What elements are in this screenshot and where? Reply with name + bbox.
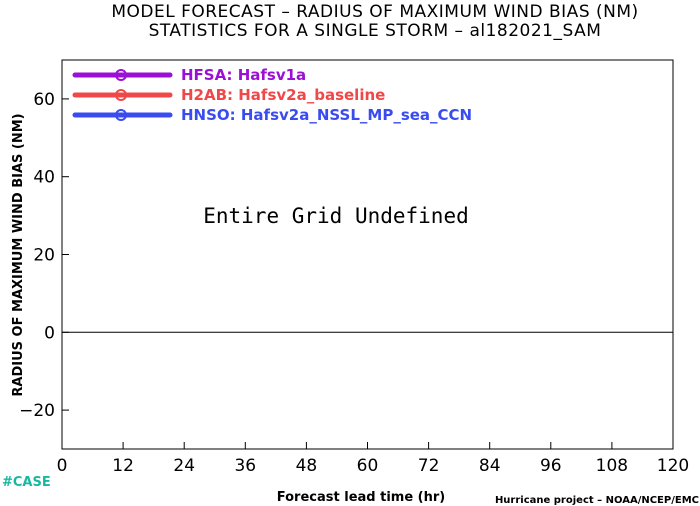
x-tick-label: 60 [357,456,379,476]
y-axis: −20 0 20 40 60 [19,90,69,421]
legend-marker-circle [115,109,127,121]
y-tick-label: 20 [33,246,55,266]
y-tick-label: 60 [33,90,55,110]
legend-label: HFSA: Hafsv1a [181,66,306,84]
case-tag: #CASE [2,475,51,490]
x-tick-label: 96 [540,456,562,476]
chart-title: MODEL FORECAST – RADIUS OF MAXIMUM WIND … [111,2,638,22]
x-tick-label: 72 [418,456,440,476]
x-tick-label: 108 [596,456,628,476]
x-tick-label: 24 [173,456,195,476]
legend-label: HNSO: Hafsv2a_NSSL_MP_sea_CCN [181,106,472,124]
x-tick-label: 48 [296,456,318,476]
x-axis-label: Forecast lead time (hr) [277,490,445,505]
legend-marker-circle [115,69,127,81]
legend-item: HNSO: Hafsv2a_NSSL_MP_sea_CCN [72,106,472,124]
x-tick-label: 0 [57,456,68,476]
x-tick-label: 36 [234,456,256,476]
x-tick-label: 12 [112,456,134,476]
undefined-grid-annotation: Entire Grid Undefined [203,204,469,228]
legend-label: H2AB: Hafsv2a_baseline [181,86,385,104]
y-tick-label: 0 [44,323,55,343]
y-tick-label: 40 [33,168,55,188]
x-axis: 0 12 24 36 48 60 72 84 96 108 120 [57,442,689,476]
legend-item: HFSA: Hafsv1a [72,66,306,84]
x-tick-label: 120 [657,456,689,476]
legend-marker-circle [115,89,127,101]
y-axis-label: RADIUS OF MAXIMUM WIND BIAS (NM) [11,113,26,396]
y-tick-label: −20 [19,401,55,421]
legend: HFSA: Hafsv1a H2AB: Hafsv2a_baseline HNSO:… [72,66,472,124]
credit-text: Hurricane project – NOAA/NCEP/EMC [495,495,699,506]
x-tick-label: 84 [479,456,501,476]
chart-subtitle: STATISTICS FOR A SINGLE STORM – al182021… [149,21,602,41]
legend-item: H2AB: Hafsv2a_baseline [72,86,385,104]
